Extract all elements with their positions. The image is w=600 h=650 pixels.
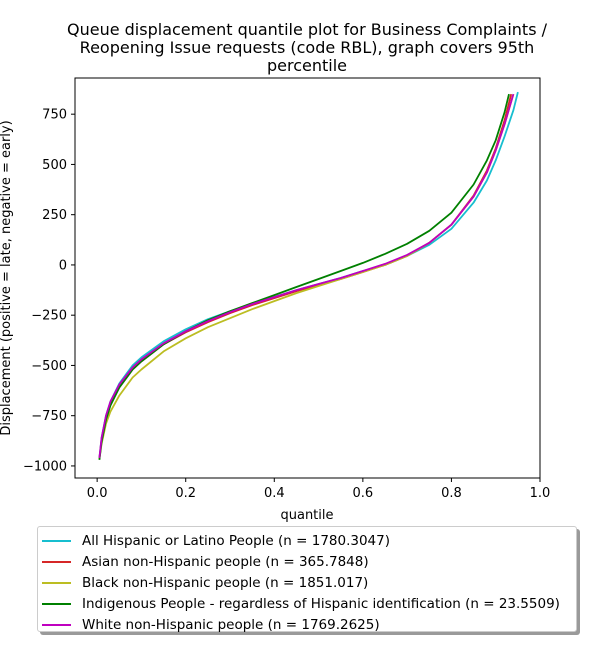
x-tick-label: 0.8 (441, 486, 462, 501)
legend-label: Asian non-Hispanic people (n = 365.7848) (82, 553, 369, 570)
x-tick-label: 0.6 (353, 486, 374, 501)
legend-label: Indigenous People - regardless of Hispan… (82, 595, 560, 612)
series-line-5 (98, 93, 515, 458)
legend-swatch (42, 539, 71, 542)
series-line-4 (98, 93, 510, 461)
x-axis-ticks: 0.0 0.2 0.4 0.6 0.8 1.0 (87, 478, 551, 501)
y-tick-label: −750 (31, 409, 67, 424)
y-axis-label: Displacement (positive = late, negative … (0, 120, 14, 435)
x-tick-label: 0.0 (87, 486, 108, 501)
legend-swatch (42, 581, 71, 584)
y-tick-label: −250 (31, 309, 67, 324)
legend-swatch (42, 602, 71, 605)
chart-title-line-2: Reopening Issue requests (code RBL), gra… (80, 38, 535, 57)
y-tick-label: 250 (42, 208, 67, 223)
y-tick-label: −1000 (23, 459, 67, 474)
plot-frame (74, 77, 541, 479)
legend-item: Asian non-Hispanic people (n = 365.7848) (38, 551, 576, 572)
legend-label: All Hispanic or Latino People (n = 1780.… (82, 532, 391, 549)
y-tick-label: 0 (59, 258, 67, 273)
y-tick-label: 500 (42, 158, 67, 173)
legend-item: All Hispanic or Latino People (n = 1780.… (38, 530, 576, 551)
legend: All Hispanic or Latino People (n = 1780.… (37, 526, 577, 635)
y-tick-label: −500 (31, 359, 67, 374)
legend-swatch (42, 560, 71, 563)
legend-item: Black non-Hispanic people (n = 1851.017) (38, 572, 576, 593)
chart-title-line-3: percentile (267, 56, 347, 75)
legend-item: White non-Hispanic people (n = 1769.2625… (38, 614, 576, 635)
series-line-1 (98, 91, 519, 458)
y-axis-ticks: −1000 −750 −500 −250 0 250 500 750 (23, 108, 75, 474)
legend-label: Black non-Hispanic people (n = 1851.017) (82, 574, 369, 591)
y-tick-label: 750 (42, 108, 67, 123)
x-tick-label: 0.4 (264, 486, 285, 501)
chart-title-line-1: Queue displacement quantile plot for Bus… (67, 20, 548, 39)
legend-swatch (42, 623, 71, 626)
x-tick-label: 1.0 (530, 486, 551, 501)
series-line-2 (98, 93, 513, 460)
series-line-3 (98, 93, 515, 460)
chart-title: Queue displacement quantile plot for Bus… (67, 20, 548, 75)
x-tick-label: 0.2 (175, 486, 196, 501)
legend-item: Indigenous People - regardless of Hispan… (38, 593, 576, 614)
x-axis-label: quantile (280, 508, 333, 523)
legend-label: White non-Hispanic people (n = 1769.2625… (82, 616, 380, 633)
plot-lines (98, 91, 519, 461)
